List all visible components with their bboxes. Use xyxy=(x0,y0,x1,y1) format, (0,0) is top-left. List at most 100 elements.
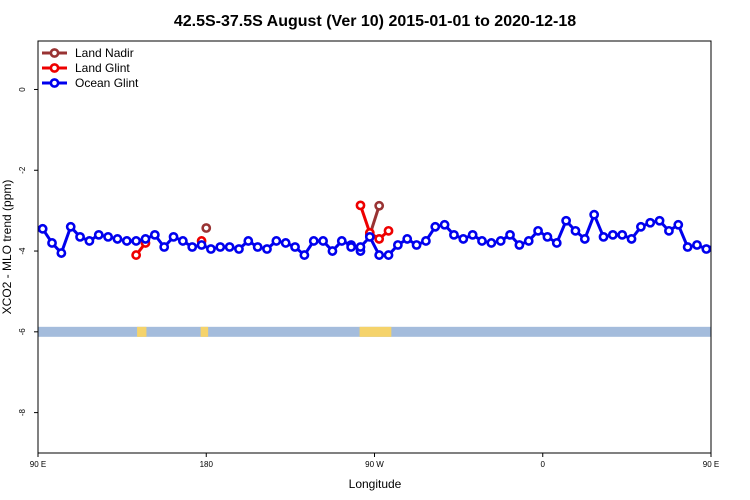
ocean-glint-point xyxy=(645,217,656,228)
ocean-glint-point xyxy=(402,234,413,244)
land-glint-point xyxy=(131,250,142,260)
legend-marker-land-glint xyxy=(49,63,60,73)
ocean-glint-point xyxy=(56,248,67,258)
legend-label-land-glint: Land Glint xyxy=(75,61,130,75)
x-axis-label: Longitude xyxy=(349,477,402,491)
land-nadir-point xyxy=(374,200,385,211)
ocean-glint-point xyxy=(75,232,85,242)
ocean-glint-point xyxy=(364,232,375,242)
ocean-glint-point xyxy=(318,236,328,246)
ocean-glint-point xyxy=(664,225,674,236)
ocean-glint-point xyxy=(701,244,711,254)
ocean-glint-point xyxy=(243,236,254,246)
land-glint-point xyxy=(374,234,385,244)
y-tick-label: -6 xyxy=(18,328,27,336)
ocean-glint-point xyxy=(505,229,515,240)
ocean-glint-point xyxy=(654,215,665,226)
ocean-glint-point xyxy=(355,242,366,252)
ocean-glint-point xyxy=(196,240,207,250)
land-band-segment xyxy=(137,326,147,337)
ocean-glint-point xyxy=(710,243,711,247)
ocean-glint-point xyxy=(168,232,179,242)
ocean-glint-point xyxy=(280,238,291,248)
ocean-glint-point xyxy=(131,236,142,246)
ocean-glint-point xyxy=(486,238,497,248)
ocean-glint-point xyxy=(224,242,235,252)
ocean-glint-point xyxy=(542,232,553,242)
ocean-glint-point xyxy=(551,238,562,248)
ocean-glint-point xyxy=(252,242,263,252)
series-layer xyxy=(38,200,747,260)
ocean-glint-point xyxy=(514,240,525,250)
ocean-glint-point xyxy=(308,236,319,246)
land-glint-point xyxy=(383,225,394,236)
ocean-glint-point xyxy=(523,236,534,246)
x-tick-label: 90 E xyxy=(30,460,46,469)
ocean-glint-point xyxy=(234,244,244,254)
x-tick-label: 180 xyxy=(200,460,214,469)
legend-label-ocean-glint: Ocean Glint xyxy=(75,76,139,90)
ocean-glint-point xyxy=(93,229,104,240)
ocean-glint-point xyxy=(458,234,469,244)
ocean-glint-point xyxy=(607,229,618,240)
ocean-glint-point xyxy=(112,234,123,244)
x-tick-label: 0 xyxy=(541,460,546,469)
land-glint-point xyxy=(355,200,366,211)
ocean-glint-point xyxy=(430,221,441,232)
ocean-glint-point xyxy=(38,223,48,234)
legend-label-land-nadir: Land Nadir xyxy=(75,46,134,60)
ocean-glint-point xyxy=(47,238,57,248)
legend-marker-ocean-glint xyxy=(49,78,60,88)
chart-title: 42.5S-37.5S August (Ver 10) 2015-01-01 t… xyxy=(174,13,576,30)
land-band-segment xyxy=(200,326,209,337)
ocean-glint-point xyxy=(290,242,300,252)
land-nadir-point xyxy=(201,223,212,233)
ocean-glint-point xyxy=(327,246,338,256)
y-tick-label: -4 xyxy=(18,247,27,255)
ocean-glint-point xyxy=(121,236,132,246)
ocean-glint-point xyxy=(617,229,628,240)
ocean-glint-point xyxy=(84,236,95,246)
x-tick-label: 90 W xyxy=(365,460,384,469)
land-band-segment xyxy=(359,326,392,337)
land-band xyxy=(38,326,711,337)
ocean-glint-point xyxy=(140,234,151,244)
x-axis: 90 E 180 90 W 0 90 E xyxy=(30,453,719,469)
ocean-glint-point xyxy=(533,225,543,236)
ocean-glint-point xyxy=(495,236,506,246)
y-tick-label: -2 xyxy=(18,166,27,174)
ocean-glint-point xyxy=(561,215,572,226)
ocean-glint-point xyxy=(477,236,487,246)
ocean-glint-point xyxy=(439,219,450,230)
ocean-glint-point xyxy=(721,225,728,232)
ocean-glint-point xyxy=(589,209,600,220)
ocean-glint-point xyxy=(673,219,684,230)
legend-marker-land-nadir xyxy=(49,48,60,58)
ocean-glint-point xyxy=(411,240,422,250)
ocean-glint-point xyxy=(579,234,590,244)
ocean-glint-point xyxy=(374,250,385,260)
ocean-glint-point xyxy=(598,232,609,242)
ocean-glint-point xyxy=(187,242,198,252)
ocean-glint-point xyxy=(731,241,738,248)
ocean-glint-point xyxy=(299,250,310,260)
ocean-glint-point xyxy=(159,242,170,252)
ocean-glint-point xyxy=(421,236,431,246)
ocean-glint-point xyxy=(215,242,226,252)
ocean-glint-point xyxy=(740,249,747,256)
ocean-glint-point xyxy=(392,240,403,250)
ocean-glint-point xyxy=(262,244,272,254)
ocean-glint-point xyxy=(449,229,459,240)
y-tick-label: -8 xyxy=(18,409,27,417)
ocean-glint-point xyxy=(336,236,347,246)
y-axis-label: XCO2 - MLO trend (ppm) xyxy=(0,180,14,315)
y-axis: 0 -2 -4 -6 -8 xyxy=(18,87,38,416)
y-tick-label: 0 xyxy=(18,87,27,92)
ocean-glint-point xyxy=(626,234,637,244)
ocean-glint-point xyxy=(271,236,282,246)
ocean-glint-point xyxy=(346,242,357,252)
ocean-glint-point xyxy=(103,232,114,242)
ocean-glint-point xyxy=(206,244,216,254)
